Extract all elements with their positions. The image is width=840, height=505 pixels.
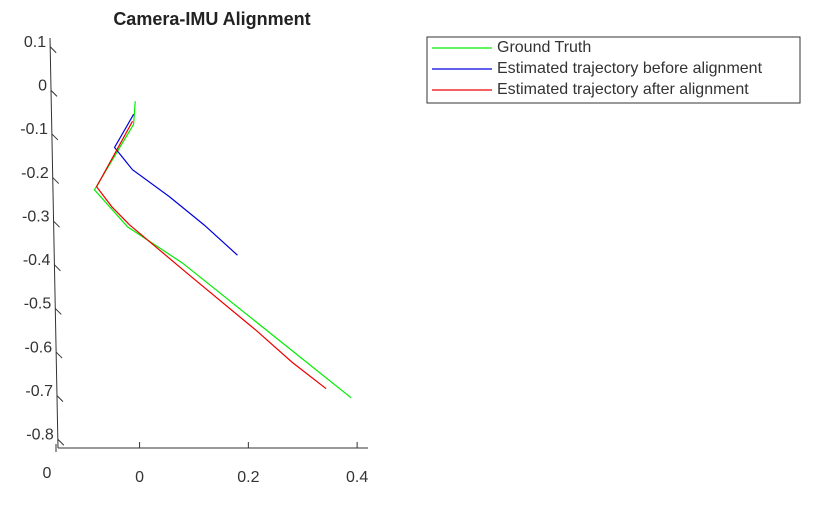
y-tick <box>53 220 60 228</box>
y-tick-label: -0.1 <box>20 121 48 138</box>
y-tick-label: -0.5 <box>24 296 52 313</box>
x-tick-label: 0 <box>135 469 144 486</box>
x-tick-label: 0.2 <box>237 469 259 486</box>
y-tick <box>57 438 65 446</box>
z-tick-label: 0 <box>43 465 52 482</box>
chart-title: Camera-IMU Alignment <box>113 9 310 29</box>
y-tick-label: -0.2 <box>21 165 49 182</box>
y-tick <box>51 133 59 141</box>
y-tick <box>52 177 60 184</box>
legend-label: Estimated trajectory before alignment <box>497 60 763 77</box>
x-tick-label: 0.4 <box>346 469 368 486</box>
y-tick <box>49 46 57 54</box>
y-tick-label: -0.6 <box>25 339 53 356</box>
y-tick <box>50 89 58 97</box>
y-tick <box>56 395 64 403</box>
y-tick <box>54 308 62 315</box>
y-tick-label: -0.7 <box>25 383 53 400</box>
y-tick-label: -0.3 <box>22 208 50 225</box>
y-tick <box>54 264 61 272</box>
y-tick-label: -0.4 <box>23 252 51 269</box>
legend-label: Estimated trajectory after alignment <box>497 81 749 98</box>
series-line <box>93 101 352 399</box>
series-line <box>113 114 238 256</box>
legend-label: Ground Truth <box>497 39 591 56</box>
y-tick-label: 0.1 <box>24 34 46 51</box>
y-axis <box>49 37 59 449</box>
series-line <box>95 121 327 390</box>
y-tick-label: 0 <box>38 78 47 95</box>
y-tick <box>55 351 63 359</box>
y-tick-label: -0.8 <box>26 426 54 443</box>
